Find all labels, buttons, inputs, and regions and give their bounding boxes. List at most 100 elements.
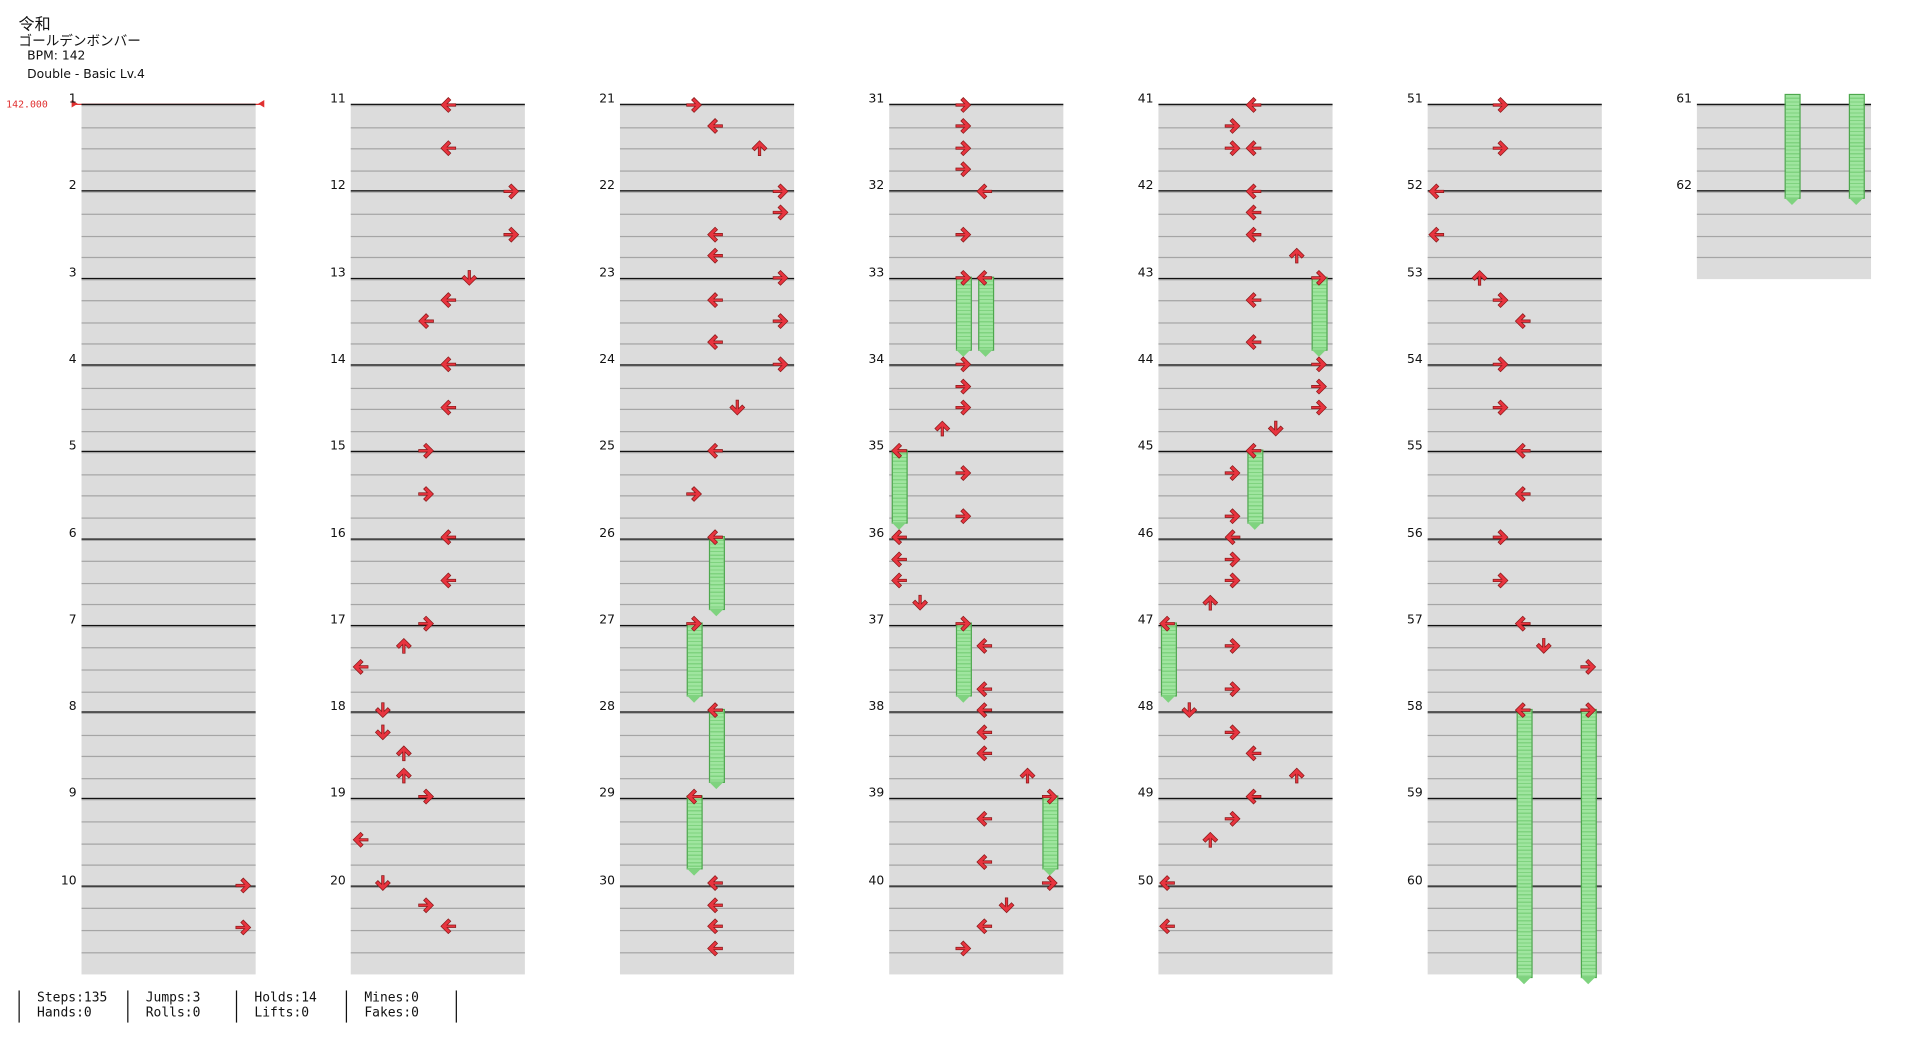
beat-band xyxy=(350,473,525,497)
beat-band xyxy=(81,365,256,388)
right-arrow-icon xyxy=(1311,269,1327,286)
measure-number: 19 xyxy=(330,787,346,801)
beat-band xyxy=(1696,104,1872,128)
measure-line xyxy=(81,364,256,366)
left-arrow-icon xyxy=(976,681,993,698)
beat-band xyxy=(350,777,525,801)
measure-number: 33 xyxy=(868,266,885,280)
hold-note xyxy=(686,622,703,703)
beat-band xyxy=(1427,278,1602,301)
beat-band xyxy=(619,864,795,887)
beat-band xyxy=(350,712,525,735)
beat-band xyxy=(1427,452,1602,475)
beat-band xyxy=(350,495,525,518)
beat-band xyxy=(350,517,525,540)
measure-number: 17 xyxy=(330,613,346,628)
beat-band xyxy=(619,278,795,301)
measure-number: 55 xyxy=(1406,439,1423,454)
measure-line xyxy=(81,190,256,192)
measure-number: 37 xyxy=(868,613,885,628)
right-arrow-icon xyxy=(418,615,435,632)
measure-line xyxy=(619,711,795,713)
hold-note xyxy=(708,708,725,790)
left-arrow-icon xyxy=(707,442,723,459)
beat-band xyxy=(1427,756,1602,779)
beat-band xyxy=(350,799,525,822)
measure-number: 28 xyxy=(599,700,616,714)
beat-band xyxy=(1427,387,1602,410)
measure-line xyxy=(1427,364,1602,366)
beat-band xyxy=(619,408,795,432)
left-arrow-icon xyxy=(707,226,723,243)
measure-number: 12 xyxy=(330,179,346,194)
stat-column-jumps: Jumps:3 Rolls:0 xyxy=(127,990,244,1023)
left-arrow-icon xyxy=(1159,875,1175,891)
measure-number: 14 xyxy=(330,353,346,367)
measure-line xyxy=(81,885,256,887)
right-arrow-icon xyxy=(1224,140,1241,157)
beat-band xyxy=(1158,604,1333,627)
beat-band xyxy=(1427,473,1602,497)
measure-line xyxy=(1696,103,1872,105)
beat-band xyxy=(1158,387,1333,410)
down-arrow-icon xyxy=(998,897,1015,914)
beat-band xyxy=(1158,864,1333,887)
beat-band xyxy=(619,256,795,280)
left-arrow-icon xyxy=(686,788,702,805)
beat-band xyxy=(1158,517,1333,540)
beat-band xyxy=(350,625,525,649)
measure-number: 26 xyxy=(599,526,616,541)
measure-line xyxy=(350,798,525,800)
measure-line xyxy=(619,364,795,366)
beat-band xyxy=(889,604,1064,627)
beat-band xyxy=(619,322,795,345)
left-arrow-icon xyxy=(1245,442,1262,459)
left-arrow-icon xyxy=(891,529,907,546)
beat-band xyxy=(1427,408,1602,432)
down-arrow-icon xyxy=(729,399,746,416)
beat-band xyxy=(619,560,795,584)
right-arrow-icon xyxy=(955,399,972,416)
beat-band xyxy=(619,821,795,844)
measure-number: 44 xyxy=(1137,353,1154,367)
beat-band xyxy=(1158,213,1333,236)
beat-band xyxy=(1158,170,1333,193)
beat-band xyxy=(889,235,1064,258)
measure-number: 60 xyxy=(1406,873,1423,888)
measure-line xyxy=(350,364,525,366)
beat-band xyxy=(619,886,795,909)
rolls-count: Rolls:0 xyxy=(145,1005,201,1021)
beat-band xyxy=(1427,821,1602,844)
beat-band xyxy=(350,756,525,779)
hold-note xyxy=(891,449,908,530)
beat-band xyxy=(1158,712,1333,735)
beat-band xyxy=(350,170,525,193)
beat-band xyxy=(81,104,256,128)
beat-band xyxy=(619,473,795,497)
mines-count: Mines:0 xyxy=(364,990,419,1006)
beat-band xyxy=(1427,625,1602,649)
beat-band xyxy=(350,604,525,627)
measure-number: 48 xyxy=(1137,700,1154,714)
right-arrow-icon xyxy=(418,897,435,914)
measure-line xyxy=(350,624,525,626)
right-arrow-icon xyxy=(1224,551,1241,568)
left-arrow-icon xyxy=(707,334,723,351)
up-arrow-icon xyxy=(1202,831,1219,848)
measure-number: 43 xyxy=(1137,266,1154,280)
beat-band xyxy=(1158,256,1333,280)
holds-count: Holds:14 xyxy=(254,990,317,1006)
measure-line xyxy=(350,190,525,192)
beat-band xyxy=(1158,430,1333,453)
beat-band xyxy=(1158,104,1333,128)
beat-band xyxy=(81,560,256,584)
beat-band xyxy=(1158,235,1333,258)
measure-number: 13 xyxy=(330,266,346,280)
beat-band xyxy=(1158,669,1333,692)
beat-band xyxy=(1158,625,1333,649)
beat-band xyxy=(889,625,1064,649)
beat-band xyxy=(619,343,795,367)
measure-number: 51 xyxy=(1406,92,1423,107)
beat-band xyxy=(889,908,1064,931)
measure-line xyxy=(1158,190,1333,192)
